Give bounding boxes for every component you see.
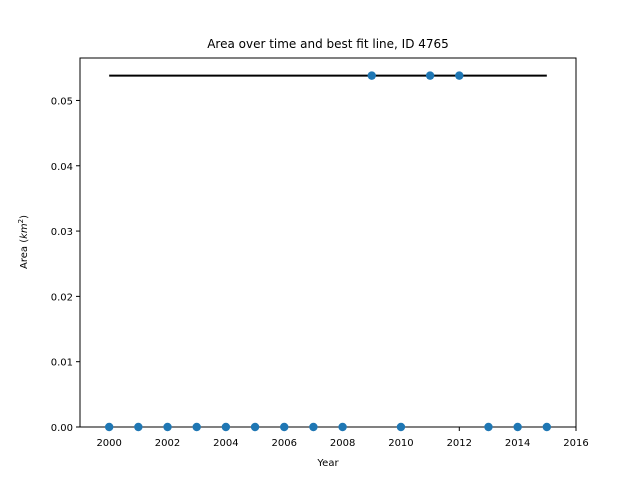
x-axis-label: Year — [316, 458, 339, 469]
data-point — [192, 422, 201, 432]
data-point — [396, 422, 406, 432]
y-axis: 0.00 0.01 0.02 0.03 0.04 0.05 — [51, 96, 80, 434]
data-point — [250, 422, 260, 432]
y-tick-label: 0.04 — [51, 162, 73, 173]
x-tick-label: 2002 — [155, 438, 180, 449]
x-tick-label: 2006 — [272, 438, 297, 449]
y-tick-label: 0.02 — [51, 292, 73, 303]
x-tick-label: 2000 — [96, 438, 121, 449]
data-point — [425, 71, 435, 80]
y-axis-label: Area (km2) — [17, 215, 30, 269]
data-point — [104, 422, 114, 432]
data-point — [513, 422, 522, 432]
chart-title: Area over time and best fit line, ID 476… — [207, 37, 449, 51]
data-point — [542, 422, 552, 432]
x-tick-label: 2008 — [330, 438, 355, 449]
y-axis-label-unit: km — [19, 223, 30, 239]
y-tick-label: 0.05 — [51, 96, 73, 107]
x-tick-label: 2012 — [447, 438, 472, 449]
data-point — [163, 422, 172, 432]
data-point — [484, 422, 493, 432]
x-tick-label: 2004 — [213, 438, 238, 449]
plot-area — [79, 57, 577, 428]
y-axis-label-text: Area ( — [19, 239, 30, 269]
data-point — [338, 422, 347, 432]
data-point — [221, 422, 231, 432]
x-axis: 2000 2002 2004 2006 2008 2010 2012 2014 2016 — [96, 427, 589, 449]
x-tick-label: 2016 — [563, 438, 588, 449]
data-point — [134, 422, 143, 432]
y-tick-label: 0.03 — [51, 227, 73, 238]
y-tick-label: 0.00 — [51, 423, 73, 434]
x-tick-label: 2010 — [388, 438, 413, 449]
y-tick-label: 0.01 — [51, 358, 73, 369]
y-axis-label-exponent: 2 — [17, 219, 25, 223]
data-point — [367, 71, 376, 80]
x-tick-label: 2014 — [505, 438, 530, 449]
data-point — [280, 422, 289, 432]
scatter-points — [104, 71, 552, 432]
y-axis-label-close: ) — [19, 215, 30, 219]
data-point — [309, 422, 318, 432]
data-point — [455, 71, 464, 80]
